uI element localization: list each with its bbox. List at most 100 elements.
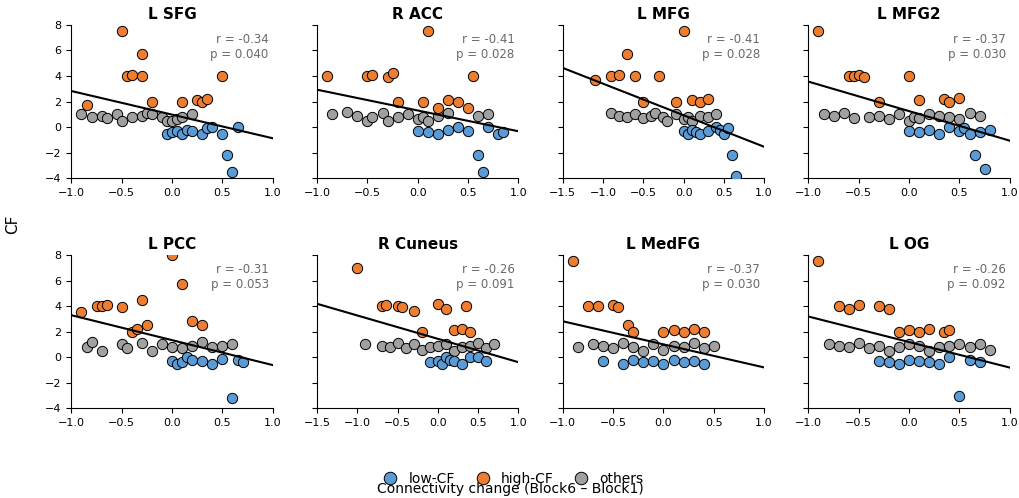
- Point: [687, 128, 703, 136]
- Point: [850, 71, 866, 79]
- Point: [870, 357, 887, 365]
- Point: [609, 303, 626, 311]
- Point: [658, 117, 675, 125]
- Point: [850, 339, 866, 347]
- Point: [381, 343, 397, 351]
- Point: [675, 343, 691, 351]
- Point: [602, 72, 619, 80]
- Point: [179, 353, 196, 361]
- Point: [920, 125, 936, 133]
- Point: [961, 356, 977, 364]
- Point: [683, 117, 699, 125]
- Point: [691, 112, 707, 120]
- Text: Connectivity change (Block6 – Block1): Connectivity change (Block6 – Block1): [376, 482, 643, 496]
- Point: [627, 111, 643, 119]
- Text: CF: CF: [5, 215, 20, 234]
- Point: [118, 72, 135, 80]
- Text: r = -0.37
p = 0.030: r = -0.37 p = 0.030: [701, 262, 759, 291]
- Point: [880, 359, 897, 367]
- Point: [610, 71, 627, 79]
- Point: [164, 343, 180, 351]
- Point: [410, 127, 426, 135]
- Point: [647, 109, 663, 117]
- Point: [880, 347, 897, 355]
- Title: L MFG: L MFG: [637, 7, 689, 22]
- Point: [675, 27, 691, 35]
- Point: [319, 72, 335, 80]
- Point: [635, 114, 651, 122]
- Point: [214, 342, 230, 350]
- Point: [183, 342, 200, 350]
- Point: [453, 325, 470, 333]
- Point: [199, 95, 215, 103]
- Point: [133, 339, 150, 347]
- Point: [364, 71, 380, 79]
- Point: [419, 27, 435, 35]
- Point: [719, 124, 736, 132]
- Point: [445, 326, 462, 334]
- Point: [627, 72, 643, 80]
- Point: [961, 109, 977, 117]
- Point: [920, 325, 936, 333]
- Point: [610, 112, 627, 120]
- Point: [635, 98, 651, 106]
- Point: [164, 251, 180, 259]
- Point: [870, 342, 887, 350]
- Point: [910, 128, 926, 136]
- Point: [393, 303, 410, 311]
- Text: r = -0.37
p = 0.030: r = -0.37 p = 0.030: [947, 32, 1005, 61]
- Point: [675, 359, 691, 367]
- Point: [829, 342, 846, 350]
- Point: [406, 307, 422, 315]
- Point: [654, 113, 671, 121]
- Point: [890, 360, 906, 368]
- Point: [683, 96, 699, 104]
- Point: [419, 117, 435, 125]
- Point: [650, 72, 666, 80]
- Point: [664, 342, 681, 350]
- Point: [480, 111, 496, 119]
- Point: [941, 98, 957, 106]
- Point: [695, 328, 711, 336]
- Point: [123, 71, 140, 79]
- Point: [910, 357, 926, 365]
- Point: [850, 301, 866, 309]
- Point: [905, 113, 921, 121]
- Title: R Cuneus: R Cuneus: [377, 238, 458, 252]
- Point: [462, 342, 478, 350]
- Point: [78, 343, 95, 351]
- Point: [589, 302, 605, 310]
- Point: [900, 127, 916, 135]
- Point: [204, 343, 220, 351]
- Point: [429, 129, 445, 137]
- Point: [666, 98, 683, 106]
- Point: [951, 94, 967, 102]
- Point: [108, 111, 124, 119]
- Point: [199, 124, 215, 132]
- Point: [620, 321, 636, 329]
- Point: [654, 360, 671, 368]
- Text: r = -0.26
p = 0.092: r = -0.26 p = 0.092: [947, 262, 1005, 291]
- Point: [679, 113, 695, 121]
- Point: [855, 73, 871, 81]
- Point: [645, 357, 661, 365]
- Point: [664, 326, 681, 334]
- Point: [389, 98, 406, 106]
- Point: [194, 357, 210, 365]
- Point: [880, 305, 897, 313]
- Point: [113, 341, 129, 349]
- Point: [433, 360, 449, 368]
- Point: [870, 98, 887, 106]
- Point: [414, 328, 430, 336]
- Point: [410, 116, 426, 124]
- Point: [154, 341, 170, 349]
- Point: [89, 302, 105, 310]
- Point: [699, 95, 715, 103]
- Point: [860, 113, 876, 121]
- Point: [389, 113, 406, 121]
- Point: [133, 72, 150, 80]
- Point: [645, 341, 661, 349]
- Point: [824, 112, 841, 120]
- Point: [377, 301, 393, 309]
- Point: [666, 111, 683, 119]
